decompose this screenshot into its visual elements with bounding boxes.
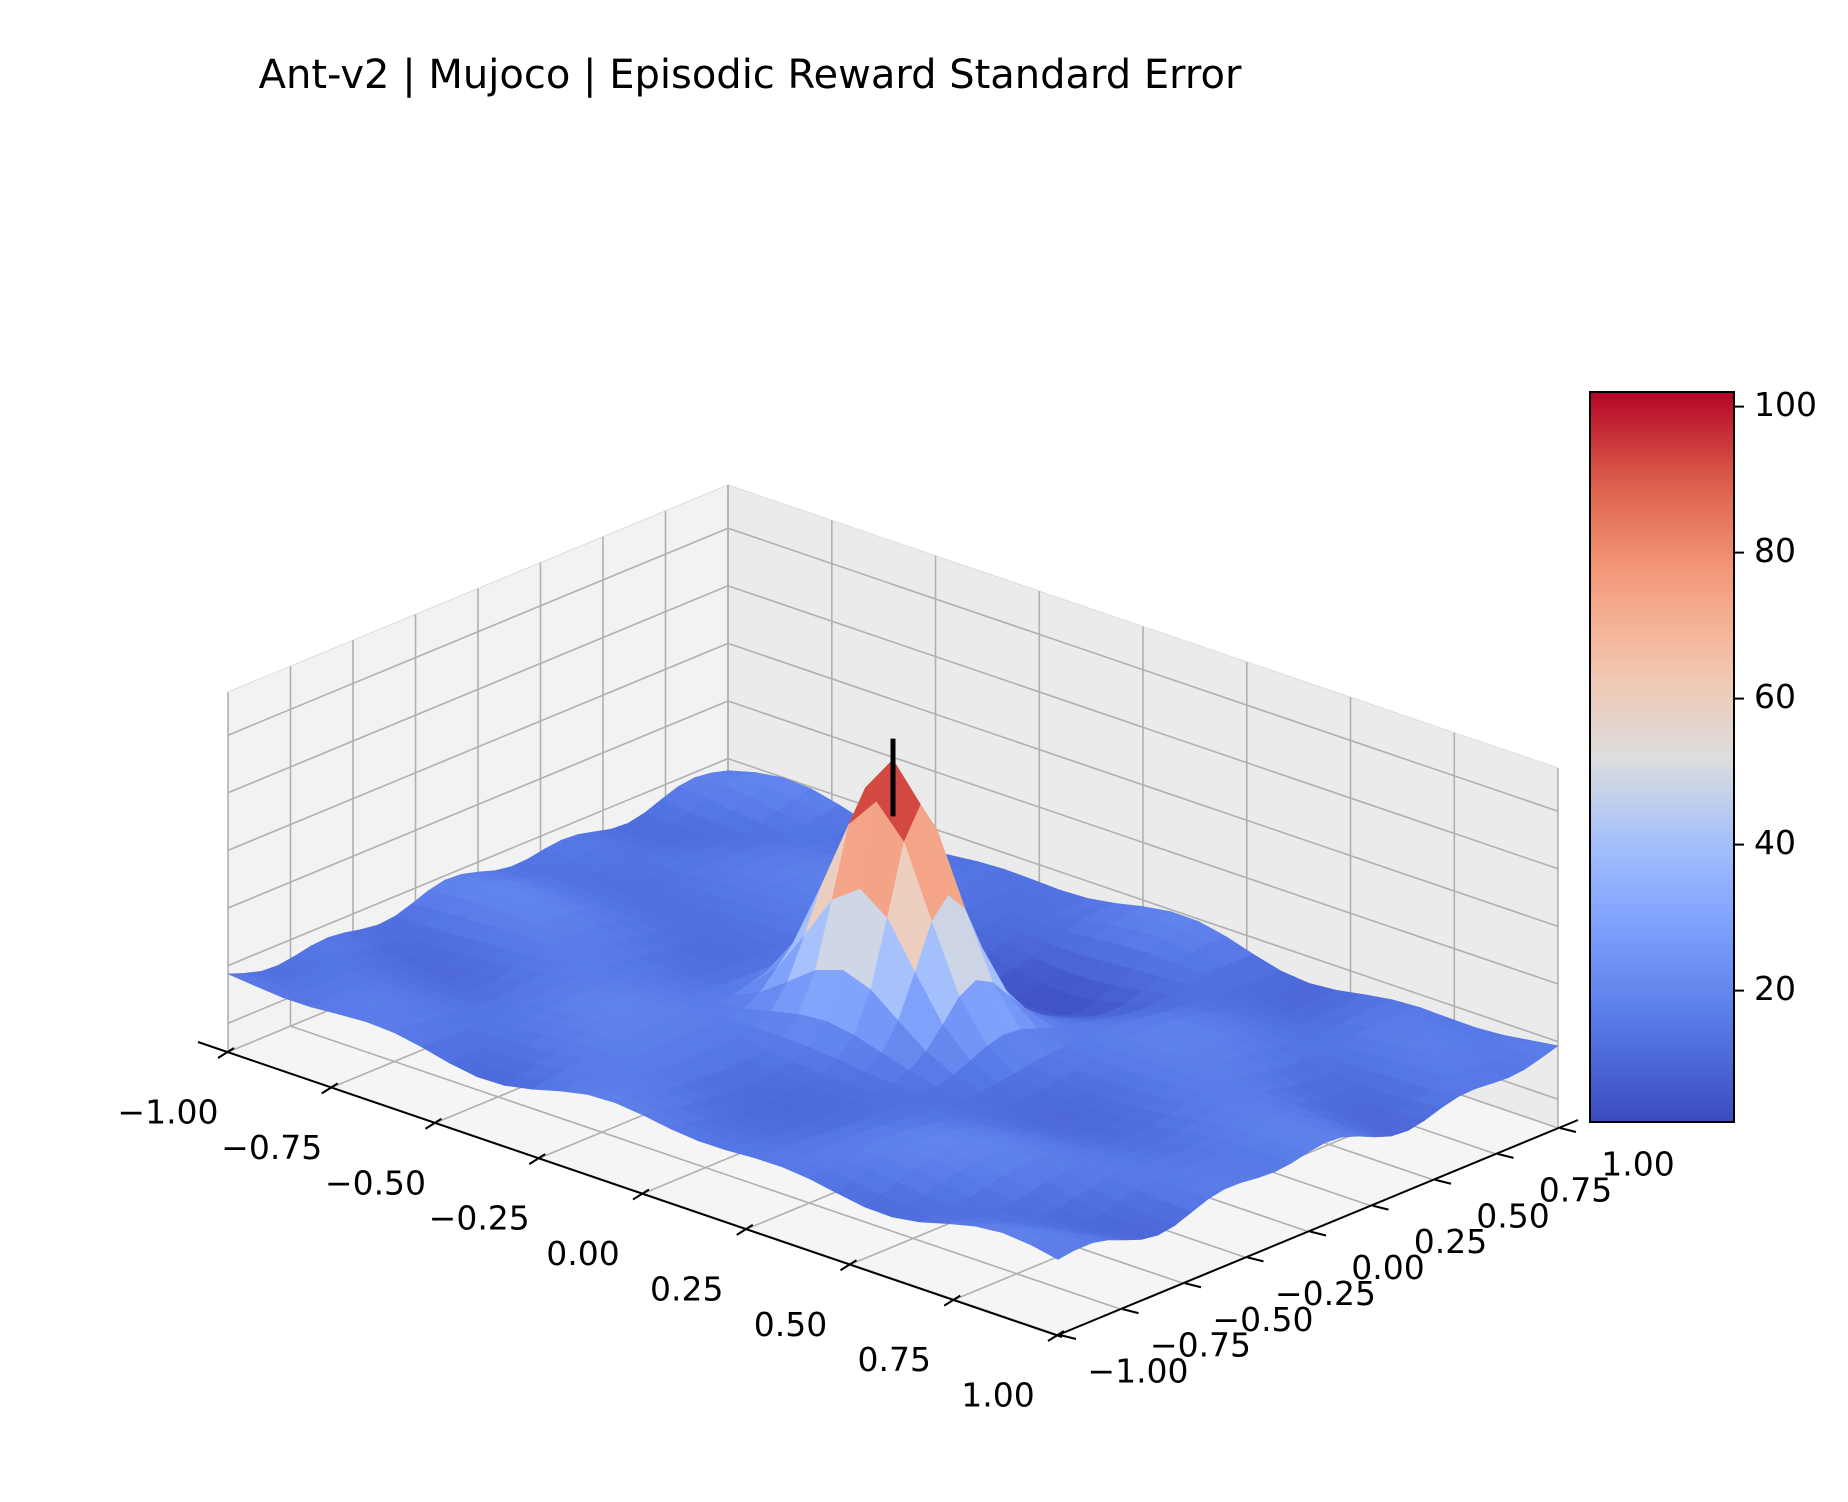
- y-tick: [1247, 1256, 1264, 1263]
- y-tick: [1184, 1282, 1202, 1289]
- y-tick-label: −0.50: [1212, 1300, 1313, 1339]
- z-gridline: [227, 700, 1559, 985]
- x-tick: [321, 1082, 339, 1095]
- x-tick-label: 0.75: [858, 1340, 931, 1379]
- x-tick-label: −0.25: [429, 1199, 530, 1238]
- surface-facet: [1029, 1236, 1076, 1260]
- x-tick-label: 0.25: [650, 1269, 723, 1308]
- x-tick: [943, 1294, 961, 1307]
- y-tick-label: −0.75: [1150, 1326, 1251, 1365]
- chart-title: Ant-v2 | Mujoco | Episodic Reward Standa…: [258, 52, 1242, 98]
- z-gridline: [227, 642, 1559, 928]
- colorbar-tick-label: 60: [1754, 677, 1796, 716]
- x-tick: [736, 1224, 754, 1236]
- y-tick: [1309, 1230, 1327, 1237]
- y-tick: [1559, 1127, 1577, 1133]
- x-tick: [632, 1188, 650, 1201]
- x-tick: [217, 1047, 235, 1059]
- colorbar-tick-label: 40: [1754, 823, 1796, 862]
- y-gridline: [289, 666, 1121, 1310]
- y-tick-label: 1.00: [1601, 1145, 1674, 1184]
- z-gridline: [227, 527, 1559, 812]
- y-tick: [1059, 1334, 1077, 1340]
- y-tick: [1434, 1178, 1452, 1185]
- y-tick: [1372, 1204, 1389, 1211]
- colorbar-tick-label: 20: [1754, 969, 1796, 1008]
- x-tick-label: 0.50: [754, 1305, 827, 1344]
- y-tick-label: −1.00: [1087, 1352, 1188, 1391]
- y-axis-line: [1057, 1119, 1579, 1336]
- y-tick-label: 0.50: [1476, 1196, 1549, 1235]
- y-tick-label: −0.25: [1275, 1274, 1376, 1313]
- colorbar-tick-label: 80: [1754, 531, 1796, 570]
- x-tick-label: 1.00: [961, 1376, 1034, 1415]
- y-tick: [1497, 1152, 1514, 1159]
- x-tick-label: −1.00: [117, 1093, 218, 1132]
- z-gridline: [227, 584, 1559, 870]
- y-tick: [1122, 1308, 1139, 1315]
- z-gridline: [227, 757, 1559, 1043]
- y-tick-label: 0.25: [1414, 1222, 1487, 1261]
- y-tick-label: 0.75: [1539, 1170, 1612, 1209]
- x-tick: [528, 1153, 546, 1165]
- x-axis-line: [197, 1041, 1063, 1338]
- colorbar: [1589, 391, 1735, 1123]
- x-tick-label: 0.00: [546, 1234, 619, 1273]
- x-tick-label: −0.50: [325, 1163, 426, 1202]
- x-tick-label: −0.75: [221, 1128, 322, 1167]
- x-tick: [839, 1259, 858, 1272]
- colorbar-tick-label: 100: [1754, 385, 1817, 424]
- x-tick: [424, 1117, 443, 1130]
- y-tick-label: 0.00: [1351, 1248, 1424, 1287]
